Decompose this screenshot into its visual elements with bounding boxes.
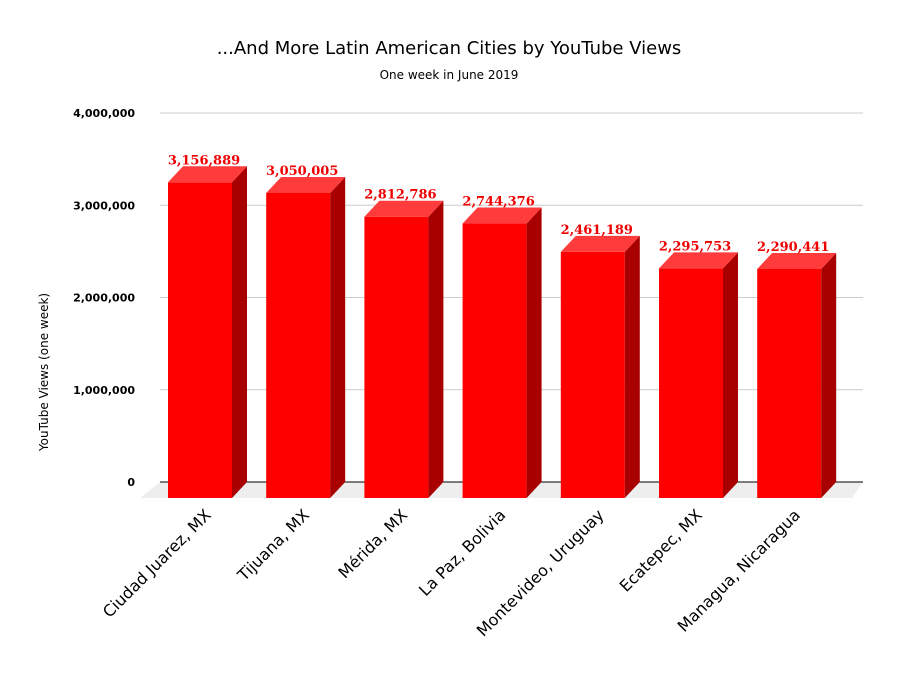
bar (560, 235, 640, 498)
x-tick-label: Tijuana, MX (233, 505, 313, 585)
y-tick-label: 4,000,000 (73, 107, 135, 120)
x-tick-label: Mérida, MX (334, 505, 411, 582)
y-axis-ticks: 0 1,000,000 2,000,000 3,000,000 4,000,000 (73, 107, 135, 489)
data-label: 2,744,376 (462, 195, 534, 210)
y-tick-label: 0 (127, 476, 135, 489)
data-labels: 3,156,889 3,050,005 2,812,786 2,744,376 2,46… (168, 153, 830, 255)
data-label: 2,812,786 (364, 188, 436, 203)
bars (168, 166, 837, 499)
bar (462, 207, 542, 499)
bar-side (821, 252, 837, 498)
bar-top (659, 252, 738, 269)
bar (757, 252, 837, 498)
chart-title: ...And More Latin American Cities by You… (217, 38, 682, 59)
bar-top (757, 252, 837, 269)
bar-top (560, 235, 640, 252)
bar-top (266, 176, 346, 193)
chart-subtitle: One week in June 2019 (380, 68, 519, 82)
bar-top (364, 200, 444, 217)
data-label: 3,156,889 (168, 153, 240, 168)
bar-front (364, 216, 429, 498)
data-label: 2,461,189 (561, 223, 633, 238)
bar-top (168, 166, 247, 183)
bar-side (526, 207, 542, 499)
bar (168, 166, 247, 498)
bar-top (462, 207, 542, 224)
bar-front (266, 192, 331, 498)
x-tick-label: Ecatepec, MX (616, 505, 706, 595)
bar-side (330, 176, 346, 498)
bar-front (168, 182, 232, 498)
y-tick-label: 3,000,000 (73, 199, 135, 212)
bar-side (428, 200, 444, 498)
bar-front (560, 251, 625, 498)
data-label: 3,050,005 (266, 164, 338, 179)
bar (266, 176, 346, 498)
bar-side (232, 166, 247, 498)
y-tick-label: 1,000,000 (73, 384, 135, 397)
bar-front (659, 268, 723, 498)
x-tick-label: Ciudad Juarez, MX (99, 505, 215, 621)
x-axis-ticks: Ciudad Juarez, MX Tijuana, MX Mérida, MX La… (99, 505, 804, 640)
data-label: 2,290,441 (757, 240, 829, 255)
bar-side (723, 252, 738, 498)
data-label: 2,295,753 (659, 239, 731, 254)
bar (364, 200, 444, 498)
bar (659, 252, 738, 498)
bar-front (757, 268, 822, 498)
bar-front (462, 223, 527, 499)
x-tick-label: La Paz, Bolivia (415, 505, 509, 599)
y-axis-label: YouTube Views (one week) (37, 293, 51, 452)
bar-side (624, 235, 640, 498)
y-tick-label: 2,000,000 (73, 292, 135, 305)
